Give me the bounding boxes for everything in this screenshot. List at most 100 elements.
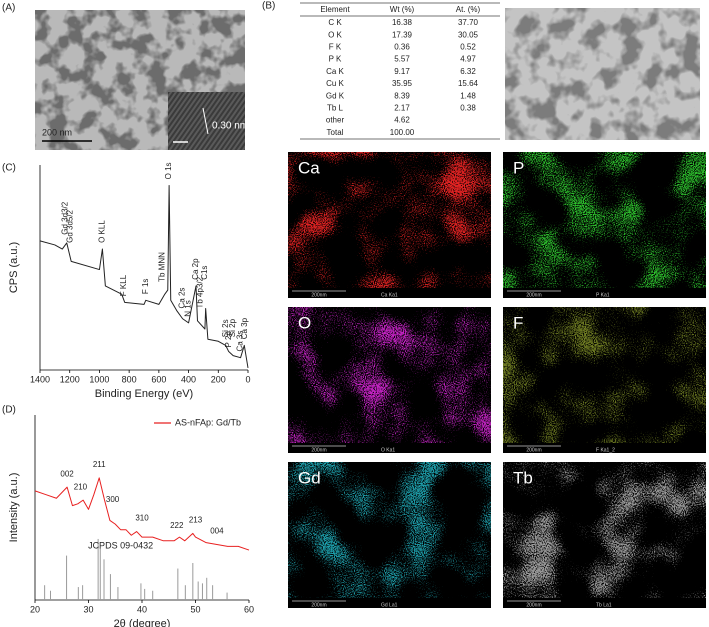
peak-label: O 1s [164, 162, 173, 179]
table-cell: 16.38 [392, 18, 413, 27]
map-line: Tb La1 [596, 602, 612, 608]
peak-label: 002 [60, 469, 74, 478]
peak-label: Tb 4p3/2 [196, 276, 205, 308]
series-line [39, 185, 249, 369]
table-cell: Tb L [327, 104, 344, 113]
peak-label: F 1s [141, 279, 150, 295]
peak-label: Gd 3d5/2 [66, 209, 75, 242]
map-line: F Ka1_2 [596, 447, 615, 453]
table-cell: 1.48 [460, 91, 476, 100]
table-cell: P K [329, 55, 342, 64]
y-axis-title: CPS (a.u.) [8, 242, 20, 293]
x-tick-label: 60 [244, 604, 254, 614]
table-cell: 0.36 [394, 43, 410, 52]
peak-label: 211 [93, 460, 106, 469]
map-signal [288, 152, 491, 288]
table-cell: 4.62 [394, 116, 410, 125]
peak-label: 213 [189, 516, 203, 525]
reference-label: JCPDS 09-0432 [88, 541, 153, 551]
x-tick-label: 600 [151, 374, 166, 384]
panel-label: (D) [2, 405, 16, 416]
map-signal [288, 307, 491, 443]
peak-label: Ca 3s [236, 331, 245, 352]
x-tick-label: 20 [30, 604, 40, 614]
peak-label: Si 2p [228, 318, 237, 337]
map-scale: 200nm [311, 292, 326, 298]
peak-label: F KLL [119, 274, 128, 296]
table-cell: 100.00 [390, 128, 415, 137]
map-line: Gd La1 [381, 602, 398, 608]
table-cell: Gd K [326, 91, 345, 100]
lattice-label: 0.30 nm [212, 121, 248, 132]
peak-label: P 2p [224, 331, 233, 348]
x-tick-label: 1200 [60, 374, 80, 384]
scale-label: 200 nm [42, 127, 72, 137]
table-cell: 2.17 [394, 104, 410, 113]
peak-label: C1s [200, 266, 209, 280]
table-cell: other [326, 116, 345, 125]
table-cell: 6.32 [460, 67, 476, 76]
map-signal [503, 307, 706, 443]
sem-texture [505, 8, 700, 140]
map-signal [288, 462, 491, 598]
x-tick-label: 200 [211, 374, 226, 384]
x-tick-label: 800 [122, 374, 137, 384]
x-tick-label: 1000 [89, 374, 109, 384]
map-signal [503, 152, 706, 288]
panel-label: (C) [2, 163, 16, 174]
map-scale: 200nm [526, 292, 541, 298]
x-tick-label: 400 [181, 374, 196, 384]
map-element: Gd [298, 468, 321, 487]
hrtem-inset [168, 92, 245, 150]
x-tick-label: 50 [190, 604, 200, 614]
peak-label: Si 2s [221, 319, 230, 337]
table-cell: 9.17 [394, 67, 410, 76]
map-element: O [298, 313, 311, 332]
table-cell: F K [329, 43, 342, 52]
panel-label: (B) [262, 1, 275, 12]
map-line: O Ka1 [381, 447, 395, 453]
y-axis-title: Intensity (a.u.) [8, 473, 20, 543]
table-cell: 37.70 [458, 18, 479, 27]
x-axis-title: Binding Energy (eV) [95, 388, 193, 400]
x-tick-label: 40 [137, 604, 147, 614]
table-cell: Total [327, 128, 344, 137]
table-cell: 15.64 [458, 79, 479, 88]
map-scale: 200nm [526, 447, 541, 453]
map-scale: 200nm [311, 602, 326, 608]
legend-label: AS-nFAp: Gd/Tb [175, 417, 241, 427]
peak-label: Tb MNN [158, 252, 167, 282]
map-signal [503, 462, 706, 598]
peak-label: 222 [170, 521, 184, 530]
x-axis-title: 2θ (degree) [114, 618, 171, 627]
map-element: Tb [513, 468, 533, 487]
peak-label: 004 [210, 527, 224, 536]
panel-label: (A) [2, 3, 15, 14]
table-cell: 5.57 [394, 55, 410, 64]
table-cell: 0.38 [460, 104, 476, 113]
table-header: Element [320, 5, 350, 14]
peak-label: 310 [135, 514, 149, 523]
peak-label: Ca 3p [240, 317, 249, 339]
table-cell: Cu K [326, 79, 344, 88]
peak-label: N 1s [184, 300, 193, 316]
x-tick-label: 1400 [30, 374, 50, 384]
table-cell: 30.05 [458, 30, 479, 39]
table-cell: 0.52 [460, 43, 476, 52]
map-scale: 200nm [526, 602, 541, 608]
map-line: P Ka1 [596, 292, 610, 298]
peak-label: O KLL [98, 220, 107, 243]
table-cell: 8.39 [394, 91, 410, 100]
peak-label: 300 [106, 495, 120, 504]
lattice-marker [202, 107, 209, 135]
peak-label: 210 [74, 482, 88, 491]
x-tick-label: 30 [83, 604, 93, 614]
peak-label: Ca 2p [191, 258, 200, 280]
table-cell: 4.97 [460, 55, 476, 64]
map-element: Ca [298, 158, 320, 177]
table-cell: O K [328, 30, 342, 39]
table-cell: 17.39 [392, 30, 413, 39]
table-cell: 35.95 [392, 79, 413, 88]
series-line [34, 477, 250, 551]
